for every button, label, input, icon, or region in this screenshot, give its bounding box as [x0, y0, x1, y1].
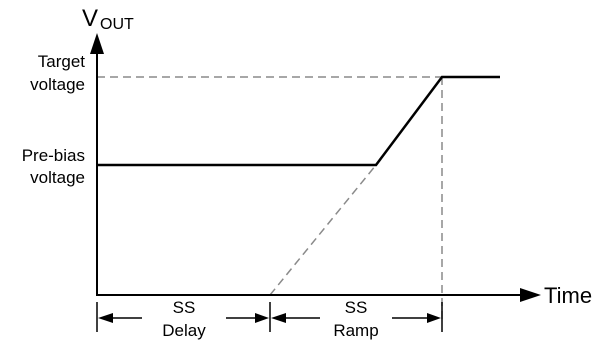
extrapolated-ramp-guide: [269, 164, 377, 296]
ramp-arrow-left-head: [271, 313, 286, 323]
target-label-line2: voltage: [30, 75, 85, 94]
y-axis-label-main: V: [82, 5, 98, 32]
x-axis-arrowhead: [520, 288, 541, 302]
y-axis-label-subscript: OUT: [100, 16, 134, 33]
y-axis-arrowhead: [90, 33, 104, 54]
ramp-label-line1: SS: [345, 298, 368, 317]
prebias-label-line2: voltage: [30, 168, 85, 187]
prebias-label-line1: Pre-bias: [22, 146, 85, 165]
delay-label-line2: Delay: [162, 321, 206, 340]
x-axis-label: Time: [544, 283, 592, 308]
delay-arrow-right-head: [255, 313, 269, 323]
target-label-line1: Target: [38, 52, 86, 71]
ramp-arrow-right-head: [427, 313, 441, 323]
y-axis-label: V: [82, 5, 98, 32]
delay-label-line1: SS: [173, 298, 196, 317]
delay-arrow-left-head: [98, 313, 113, 323]
ramp-label-line2: Ramp: [333, 321, 378, 340]
vout-waveform: [97, 75, 500, 167]
